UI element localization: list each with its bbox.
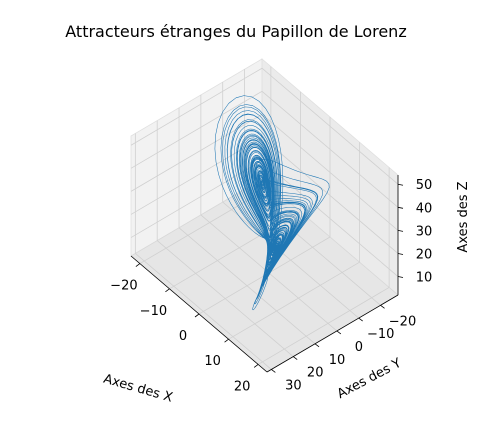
y-tick-label: 30 — [285, 378, 302, 393]
x-tick — [135, 263, 141, 267]
series-line — [214, 95, 330, 311]
y-tick-label: 20 — [307, 366, 324, 381]
grid-line-z — [130, 67, 263, 146]
y-tick — [380, 304, 385, 309]
x-tick — [253, 364, 259, 368]
y-tick-label: −20 — [389, 314, 416, 329]
grid-line-z — [130, 160, 263, 238]
z-tick — [397, 253, 404, 255]
x-tick-label: 20 — [234, 379, 251, 394]
y-tick — [271, 369, 276, 373]
x-tick-label: −10 — [140, 304, 167, 319]
grid-line-z — [261, 114, 399, 231]
y-tick — [292, 356, 298, 360]
y-axis-line — [266, 294, 399, 373]
y-tick-label: 0 — [355, 340, 363, 355]
x-tick — [194, 313, 200, 318]
grid-line-y — [244, 188, 381, 306]
y-tick — [336, 330, 342, 335]
y-tick — [314, 343, 320, 348]
grid-line-y — [178, 227, 316, 345]
grid-line-y — [222, 201, 359, 319]
grid-line-z — [130, 90, 263, 169]
z-tick-label: 30 — [416, 224, 433, 239]
x-axis-label: Axes des X — [102, 372, 175, 406]
z-tick — [397, 206, 404, 209]
grid-line-y — [135, 253, 272, 370]
x-tick-label: −20 — [110, 279, 137, 294]
grid-line-z — [261, 160, 399, 277]
grid-line-z — [261, 91, 399, 208]
z-tick-label: 50 — [416, 178, 433, 193]
z-tick-label: 20 — [416, 248, 433, 263]
x-tick — [224, 338, 229, 343]
lorenz-curve — [214, 95, 330, 311]
grid-line-z — [261, 67, 399, 185]
grid-lines — [130, 66, 399, 370]
z-tick-label: 40 — [416, 201, 433, 216]
grid-line-z — [261, 137, 399, 254]
y-tick-label: 10 — [329, 353, 346, 368]
x-tick-label: 10 — [204, 354, 221, 369]
grid-line-x — [228, 261, 360, 340]
chart-title: Attracteurs étranges du Papillon de Lore… — [65, 22, 406, 41]
z-tick-label: 10 — [416, 271, 433, 286]
z-tick — [397, 276, 404, 278]
grid-line-y — [156, 240, 294, 357]
z-tick — [397, 183, 404, 186]
x-tick — [165, 288, 170, 293]
x-tick-label: 0 — [179, 329, 187, 344]
y-tick — [358, 317, 363, 322]
z-axis-label: Axes des Z — [456, 181, 471, 252]
grid-line-z — [130, 137, 263, 215]
z-tick — [397, 229, 404, 232]
grid-line-z — [130, 114, 263, 192]
grid-line-x — [257, 287, 390, 365]
y-tick-label: −10 — [367, 327, 394, 342]
tick-marks — [135, 183, 404, 373]
